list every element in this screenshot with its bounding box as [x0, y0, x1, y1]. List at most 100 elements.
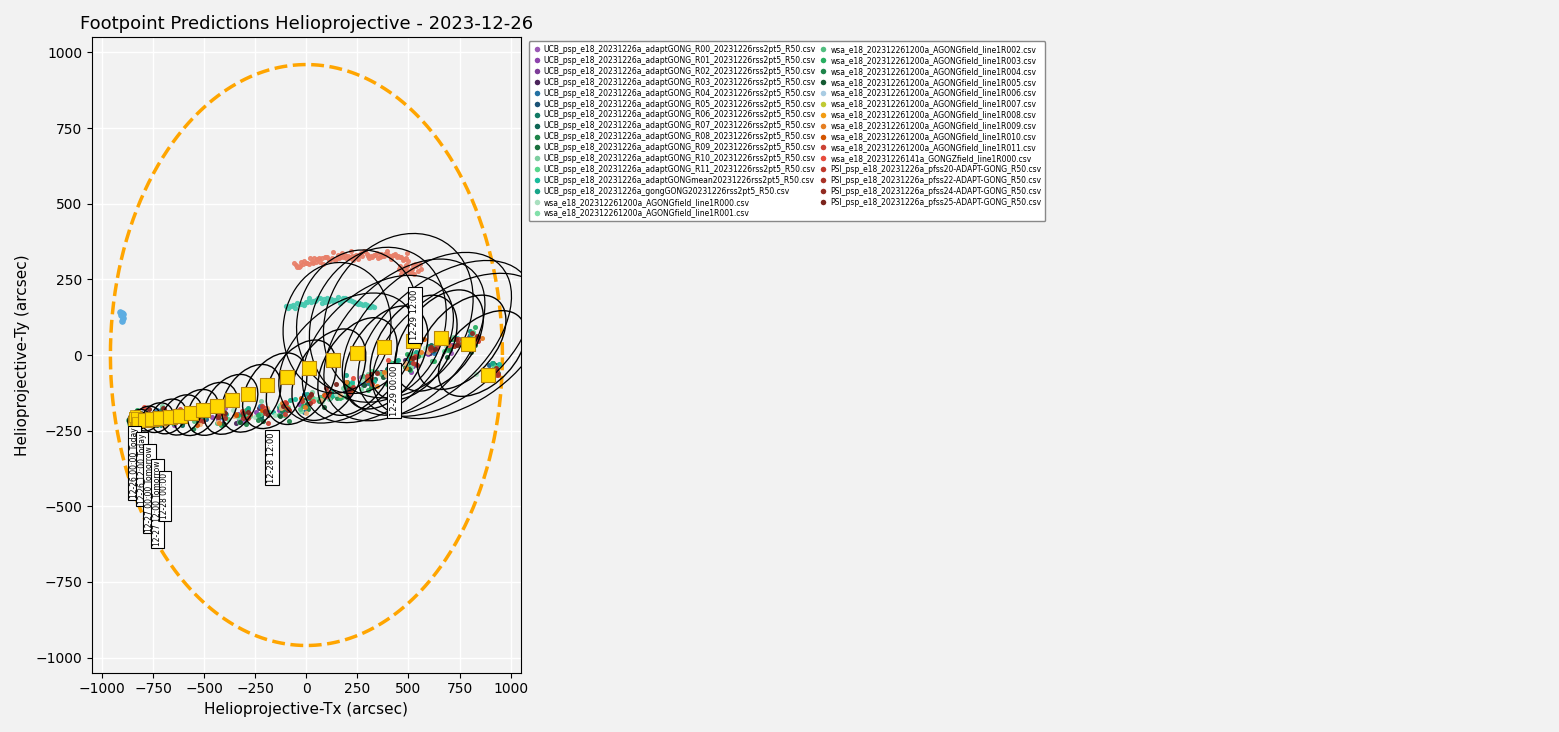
Point — [422, 343, 447, 355]
Point — [171, 414, 196, 426]
Point — [209, 411, 234, 422]
Point — [335, 250, 360, 261]
Point — [329, 392, 354, 403]
Point — [440, 331, 465, 343]
Point — [189, 400, 214, 412]
Point — [239, 408, 263, 420]
Point — [331, 251, 355, 263]
Point — [234, 412, 259, 424]
Point — [313, 296, 338, 307]
Point — [125, 414, 150, 426]
Point — [206, 417, 231, 429]
Point — [421, 347, 446, 359]
Point — [465, 330, 490, 342]
Point — [316, 388, 341, 400]
Point — [171, 416, 196, 427]
Point — [318, 392, 343, 403]
Point — [231, 405, 256, 417]
Point — [321, 246, 346, 258]
Point — [422, 343, 447, 354]
Point — [123, 414, 148, 426]
Point — [346, 250, 371, 261]
Point — [254, 403, 279, 414]
Point — [229, 409, 254, 421]
Point — [150, 403, 175, 415]
Point — [226, 408, 251, 420]
Point — [133, 414, 157, 426]
Point — [402, 258, 427, 270]
Point — [357, 377, 382, 389]
Point — [164, 407, 189, 419]
Point — [184, 419, 209, 431]
Point — [273, 397, 298, 409]
Point — [446, 337, 471, 348]
Point — [396, 255, 421, 267]
Point — [248, 412, 273, 424]
Point — [235, 412, 260, 424]
Point — [187, 414, 212, 425]
Point — [396, 361, 421, 373]
Point — [206, 417, 231, 428]
Text: 12-28 00:00: 12-28 00:00 — [161, 473, 170, 519]
Point — [307, 393, 332, 405]
Point — [312, 293, 337, 305]
Point — [388, 268, 413, 280]
Point — [390, 254, 415, 266]
Point — [338, 245, 363, 257]
Point — [153, 406, 178, 418]
Point — [483, 367, 508, 378]
Point — [483, 362, 508, 374]
Point — [212, 403, 237, 414]
Point — [440, 334, 465, 346]
Point — [352, 298, 377, 310]
Point — [187, 418, 212, 430]
Point — [268, 403, 293, 414]
Point — [123, 417, 148, 428]
Point — [173, 408, 198, 420]
Point — [323, 378, 348, 390]
Point — [444, 339, 469, 351]
Point — [293, 257, 318, 269]
Point — [320, 389, 345, 401]
Point — [349, 377, 374, 389]
Point — [122, 414, 147, 426]
Point — [379, 370, 404, 382]
Point — [404, 359, 429, 370]
Point — [246, 408, 271, 419]
Point — [245, 414, 270, 426]
Point — [182, 422, 207, 433]
Point — [307, 391, 332, 403]
Point — [313, 383, 338, 395]
Point — [341, 254, 366, 266]
Point — [465, 331, 490, 343]
Point — [477, 359, 502, 371]
Point — [284, 258, 309, 270]
Point — [210, 412, 235, 424]
Point — [122, 414, 147, 426]
Point — [274, 404, 299, 416]
Point — [204, 400, 229, 411]
Point — [298, 362, 323, 373]
Point — [457, 338, 482, 350]
Point — [413, 343, 438, 354]
Point — [304, 294, 329, 306]
Point — [482, 359, 507, 371]
Point — [312, 251, 337, 263]
Point — [446, 334, 471, 346]
Point — [315, 391, 340, 403]
Point — [214, 408, 239, 419]
Point — [455, 339, 480, 351]
Point — [292, 299, 316, 310]
Point — [327, 392, 352, 404]
Point — [298, 253, 323, 264]
Point — [151, 420, 176, 432]
Point — [437, 345, 461, 356]
Point — [235, 408, 260, 420]
Point — [315, 293, 340, 305]
Point — [379, 359, 404, 370]
Point — [366, 251, 391, 263]
Point — [181, 409, 206, 421]
Point — [463, 332, 488, 344]
Point — [396, 349, 421, 361]
Point — [235, 402, 260, 414]
